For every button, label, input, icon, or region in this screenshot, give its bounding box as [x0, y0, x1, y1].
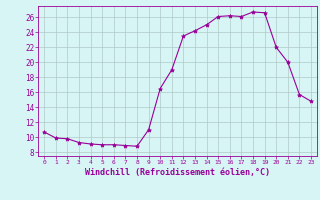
X-axis label: Windchill (Refroidissement éolien,°C): Windchill (Refroidissement éolien,°C) [85, 168, 270, 177]
